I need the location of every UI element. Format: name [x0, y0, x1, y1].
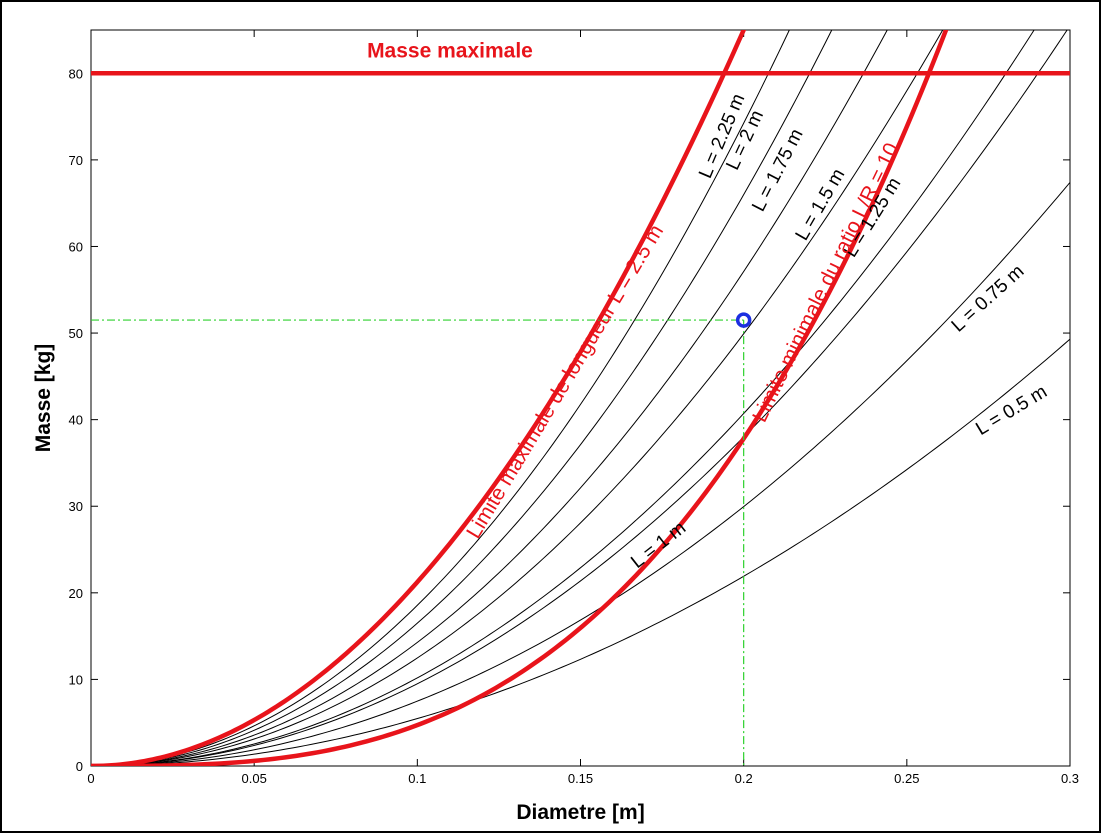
series-line-5 — [91, 30, 888, 766]
y-tick-label: 80 — [69, 66, 83, 81]
series-label-1: L = 0.75 m — [948, 261, 1029, 337]
series-line-6 — [91, 30, 833, 766]
x-tick-label: 0 — [87, 771, 94, 786]
series-label-10: Masse maximale — [367, 40, 533, 63]
x-axis-label: Diametre [m] — [516, 801, 644, 824]
y-tick-label: 60 — [69, 239, 83, 254]
curves-group — [91, 30, 1070, 766]
series-line-9 — [91, 30, 949, 766]
series-label-8: Limite maximale de longueur L = 2.5 m — [462, 221, 668, 543]
x-tick-label: 0.25 — [894, 771, 919, 786]
x-tick-label: 0.3 — [1061, 771, 1079, 786]
highlight-point — [735, 312, 752, 328]
x-tick-label: 0.2 — [735, 771, 753, 786]
y-tick-label: 40 — [69, 413, 83, 428]
x-tick-label: 0.1 — [408, 771, 426, 786]
plot-area-box — [90, 29, 1071, 767]
series-line-7 — [91, 30, 790, 766]
y-tick-label: 30 — [69, 499, 83, 514]
series-line-0 — [91, 338, 1070, 766]
y-tick-label: 70 — [69, 153, 83, 168]
y-tick-label: 0 — [76, 759, 83, 774]
x-tick-label: 0.05 — [242, 771, 267, 786]
series-line-4 — [91, 30, 944, 766]
y-tick-label: 50 — [69, 326, 83, 341]
series-line-3 — [91, 30, 1035, 766]
y-tick-label: 10 — [69, 672, 83, 687]
y-tick-label: 20 — [69, 586, 83, 601]
y-axis-label: Masse [kg] — [32, 344, 55, 453]
series-line-1 — [91, 182, 1070, 766]
series-line-2 — [91, 30, 1068, 766]
series-line-8 — [91, 30, 747, 766]
series-label-2: L = 1 m — [627, 517, 690, 572]
x-tick-label: 0.15 — [568, 771, 593, 786]
